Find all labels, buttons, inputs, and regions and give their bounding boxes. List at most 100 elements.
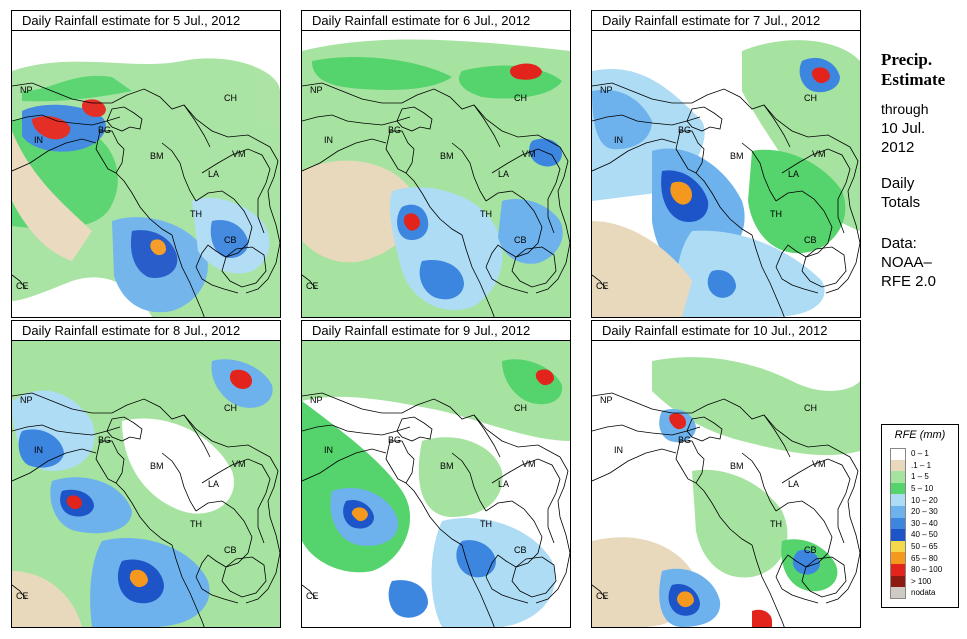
map-label-ch: CH (804, 93, 817, 103)
map-label-bg: BG (678, 125, 691, 135)
map-label-bg: BG (98, 125, 111, 135)
legend-item: .1 – 1 (890, 459, 942, 472)
data-source-line: Data: (881, 235, 917, 252)
map-label-np: NP (20, 395, 33, 405)
map-label-bm: BM (440, 461, 454, 471)
legend-item: 80 – 100 (890, 563, 942, 576)
map-label-th: TH (770, 209, 782, 219)
map-label-th: TH (480, 519, 492, 529)
precip-estimate-title: Precip. Estimate (881, 50, 945, 90)
legend-item: 0 – 1 (890, 448, 942, 460)
legend-item: 65 – 80 (890, 552, 942, 564)
map-label-th: TH (480, 209, 492, 219)
panel-title: Daily Rainfall estimate for 7 Jul., 2012 (591, 10, 861, 31)
rainfall-map: NP CH BG IN BM VM LA TH CB CE (591, 340, 861, 628)
legend-item: 10 – 20 (890, 494, 942, 506)
legend-label: 20 – 30 (911, 507, 938, 517)
map-label-np: NP (600, 395, 613, 405)
end-date: 10 Jul. 2012 (881, 119, 925, 157)
map-label-vm: VM (812, 149, 826, 159)
map-label-cb: CB (514, 545, 527, 555)
legend-label: 1 – 5 (911, 472, 929, 482)
legend-swatch (890, 563, 906, 576)
map-label-la: LA (788, 479, 799, 489)
map-label-cb: CB (224, 235, 237, 245)
map-label-in: IN (34, 445, 43, 455)
rainfall-map-graphic: NP CH BG IN BM VM LA TH CB CE (12, 31, 280, 317)
legend-item: 50 – 65 (890, 540, 942, 553)
map-label-ce: CE (306, 281, 319, 291)
map-label-la: LA (208, 479, 219, 489)
map-label-th: TH (770, 519, 782, 529)
map-label-ce: CE (596, 281, 609, 291)
legend-swatch (890, 517, 906, 530)
map-label-cb: CB (804, 545, 817, 555)
map-label-vm: VM (812, 459, 826, 469)
map-label-in: IN (614, 135, 623, 145)
map-label-bm: BM (150, 461, 164, 471)
map-label-la: LA (208, 169, 219, 179)
legend-item: nodata (890, 587, 942, 599)
rainfall-map-graphic: NP CH BG IN BM VM LA TH CB CE (592, 341, 860, 627)
legend-label: 65 – 80 (911, 553, 938, 563)
map-label-cb: CB (804, 235, 817, 245)
legend-label: 5 – 10 (911, 484, 934, 494)
map-label-in: IN (324, 135, 333, 145)
map-label-ch: CH (224, 93, 237, 103)
map-label-cb: CB (224, 545, 237, 555)
daily-totals-line: Daily (881, 175, 915, 192)
legend-item: 20 – 30 (890, 505, 942, 518)
panel-title: Daily Rainfall estimate for 9 Jul., 2012 (301, 320, 571, 341)
end-date-line: 2012 (881, 139, 915, 156)
map-label-np: NP (310, 395, 323, 405)
map-label-bm: BM (730, 461, 744, 471)
panel-title: Daily Rainfall estimate for 5 Jul., 2012 (11, 10, 281, 31)
panel-title: Daily Rainfall estimate for 10 Jul., 201… (591, 320, 861, 341)
rainfall-map-graphic: NP CH BG IN BM VM LA TH CB CE (302, 341, 570, 627)
rainfall-legend: RFE (mm) 0 – 1.1 – 1 1 – 5 5 – 10 10 – 20 20… (881, 424, 959, 608)
legend-item: 5 – 10 (890, 482, 942, 495)
legend-swatch (890, 494, 906, 506)
legend-swatch (890, 482, 906, 495)
map-label-np: NP (310, 85, 323, 95)
end-date-line: 10 Jul. (881, 120, 926, 137)
map-label-np: NP (20, 85, 33, 95)
legend-item: 1 – 5 (890, 471, 942, 483)
map-label-bm: BM (440, 151, 454, 161)
legend-swatch (890, 505, 906, 518)
title-line: Precip. (881, 50, 933, 69)
rainfall-map: NP CH BG IN BM VM LA TH CB CE (301, 30, 571, 318)
rainfall-map: NP CH BG IN BM VM LA TH CB CE (591, 30, 861, 318)
data-source-line: RFE 2.0 (881, 273, 937, 290)
legend-label: 0 – 1 (911, 449, 929, 459)
through-label: through (881, 101, 929, 117)
legend-label: 40 – 50 (911, 530, 938, 540)
map-label-bm: BM (150, 151, 164, 161)
daily-totals-label: Daily Totals (881, 174, 920, 212)
map-label-vm: VM (522, 459, 536, 469)
legend-title: RFE (mm) (894, 429, 946, 441)
legend-item: 30 – 40 (890, 517, 942, 530)
map-label-in: IN (614, 445, 623, 455)
panel-title: Daily Rainfall estimate for 8 Jul., 2012 (11, 320, 281, 341)
map-label-ce: CE (596, 591, 609, 601)
legend-label: 10 – 20 (911, 495, 938, 505)
map-label-in: IN (324, 445, 333, 455)
rainfall-map: NP CH BG IN BM VM LA TH CB CE (301, 340, 571, 628)
legend-rows: 0 – 1.1 – 1 1 – 5 5 – 10 10 – 20 20 – 30 30 –… (890, 448, 942, 599)
panel-title: Daily Rainfall estimate for 6 Jul., 2012 (301, 10, 571, 31)
map-label-bg: BG (388, 125, 401, 135)
data-source-line: NOAA– (881, 254, 932, 271)
map-label-vm: VM (232, 149, 246, 159)
legend-swatch (890, 552, 906, 564)
map-label-th: TH (190, 519, 202, 529)
map-label-la: LA (498, 479, 509, 489)
map-label-ce: CE (16, 281, 29, 291)
legend-swatch (890, 448, 906, 460)
map-label-bm: BM (730, 151, 744, 161)
map-label-cb: CB (514, 235, 527, 245)
map-label-la: LA (788, 169, 799, 179)
map-label-ch: CH (804, 403, 817, 413)
legend-label: 30 – 40 (911, 518, 938, 528)
map-label-vm: VM (522, 149, 536, 159)
